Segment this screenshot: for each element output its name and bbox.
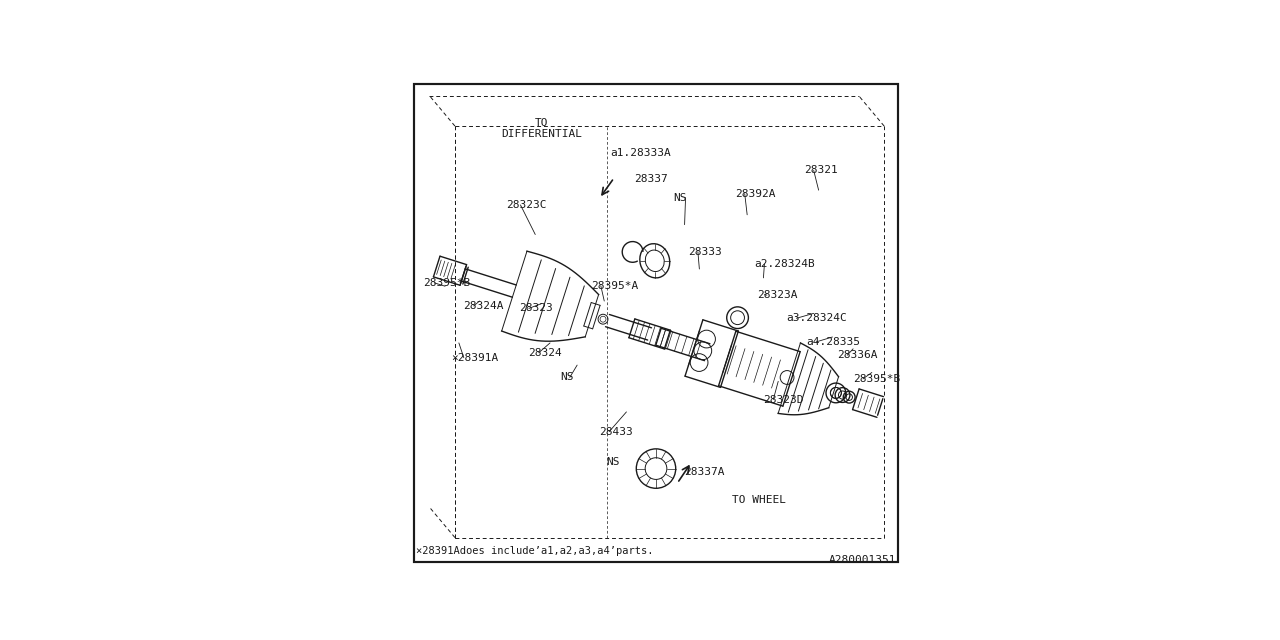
Text: 28433: 28433 xyxy=(599,427,634,436)
Text: TO WHEEL: TO WHEEL xyxy=(732,495,786,504)
Text: ×28391A: ×28391A xyxy=(452,353,499,363)
Text: 28392A: 28392A xyxy=(735,189,776,198)
Text: 28395*A: 28395*A xyxy=(591,281,639,291)
Text: 28323C: 28323C xyxy=(506,200,547,210)
Text: 28324: 28324 xyxy=(527,348,562,358)
Text: ×28391Adoes include’a1,a2,a3,a4’parts.: ×28391Adoes include’a1,a2,a3,a4’parts. xyxy=(416,546,653,556)
Text: a2.28324B: a2.28324B xyxy=(755,259,815,269)
Text: 28323D: 28323D xyxy=(763,395,804,404)
Text: 28395*B: 28395*B xyxy=(424,278,471,288)
Text: a3.28324C: a3.28324C xyxy=(787,313,847,323)
Text: 28323: 28323 xyxy=(518,303,553,314)
Text: 28324A: 28324A xyxy=(463,301,503,311)
Text: a1.28333A: a1.28333A xyxy=(611,148,672,158)
Text: NS: NS xyxy=(673,193,687,202)
Text: NS: NS xyxy=(559,372,573,383)
Text: A280001351: A280001351 xyxy=(829,555,896,564)
Text: 28337: 28337 xyxy=(634,174,668,184)
Text: NS: NS xyxy=(607,457,621,467)
Text: 28321: 28321 xyxy=(804,165,837,175)
Text: 28336A: 28336A xyxy=(837,350,878,360)
Text: TO
DIFFERENTIAL: TO DIFFERENTIAL xyxy=(502,118,582,140)
Text: 28323A: 28323A xyxy=(756,290,797,300)
Text: 28395*B: 28395*B xyxy=(854,374,900,384)
Text: 28333: 28333 xyxy=(689,247,722,257)
Text: 28337A: 28337A xyxy=(685,467,724,477)
Text: a4.28335: a4.28335 xyxy=(806,337,860,347)
